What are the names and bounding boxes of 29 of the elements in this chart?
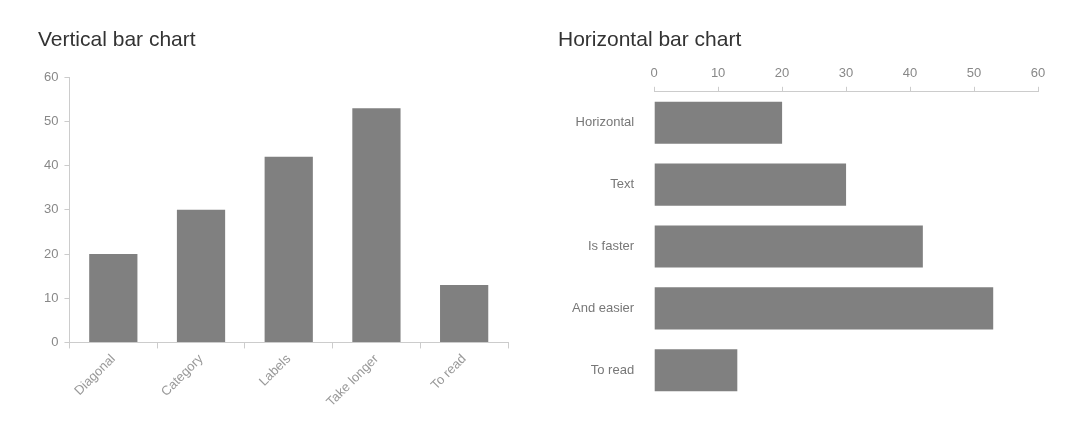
bar: [654, 163, 847, 206]
y-tick-label: 30: [43, 201, 59, 217]
y-tick-label: 40: [43, 157, 59, 173]
y-tick-label: And easier: [571, 299, 635, 315]
y-tick-label: Text: [610, 176, 635, 192]
bar: [264, 156, 313, 342]
y-tick-label: 50: [43, 112, 59, 128]
bar: [654, 225, 923, 268]
x-tick-label: 20: [774, 64, 790, 80]
y-tick-label: 0: [51, 334, 59, 350]
x-tick-label: 0: [650, 64, 658, 80]
bar: [89, 254, 138, 342]
chart-title: Vertical bar chart: [38, 27, 196, 51]
chart-title: Horizontal bar chart: [558, 27, 742, 51]
y-tick-label: Horizontal: [575, 114, 635, 130]
bar: [654, 101, 783, 144]
bar: [654, 349, 738, 392]
bar: [176, 209, 226, 342]
x-tick-label: 30: [838, 64, 854, 80]
x-tick-label: 60: [1030, 64, 1046, 80]
x-tick-label: 40: [902, 64, 918, 80]
x-tick-label: 10: [710, 64, 726, 80]
bar: [352, 108, 401, 342]
y-tick-label: 20: [43, 245, 59, 261]
x-tick-label: 50: [966, 64, 982, 80]
y-tick-label: 10: [43, 289, 59, 305]
bar: [654, 287, 994, 330]
y-tick-label: Is faster: [587, 238, 635, 254]
bar: [440, 284, 489, 342]
